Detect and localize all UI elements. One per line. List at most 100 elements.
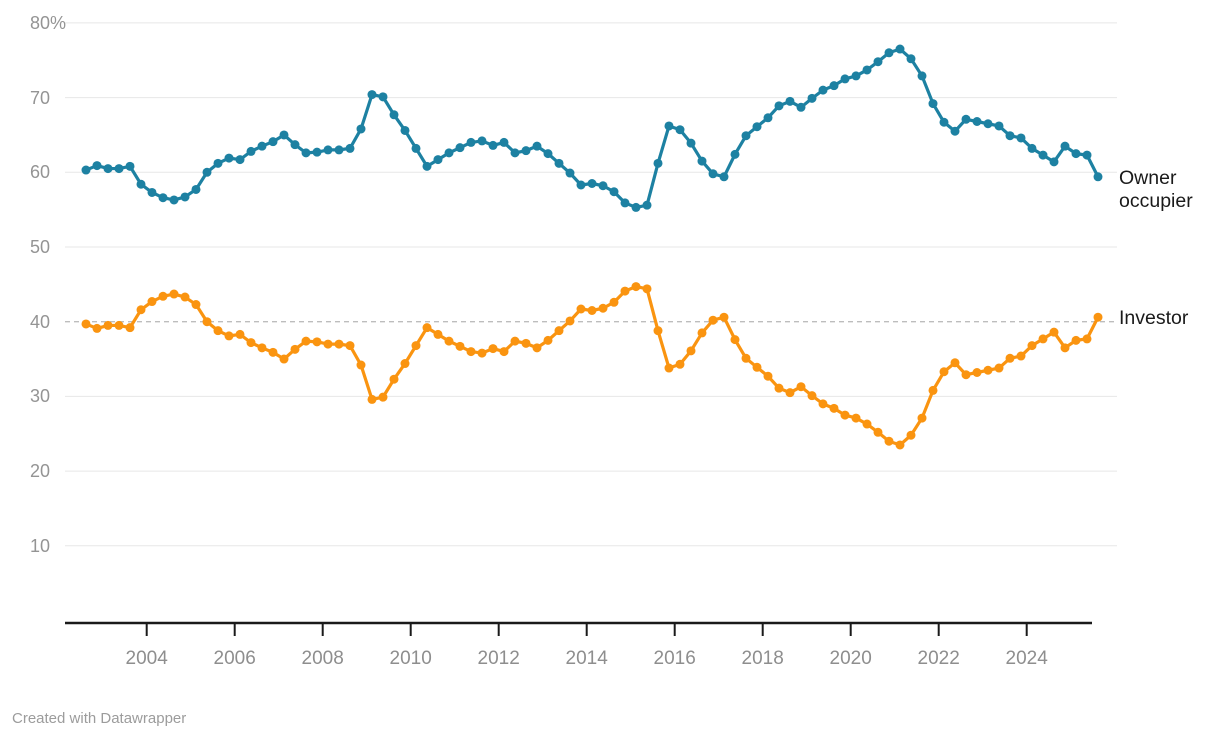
data-point (686, 346, 696, 356)
y-axis-label-10: 10 (0, 535, 50, 557)
data-point (246, 338, 256, 348)
data-point (334, 339, 344, 349)
y-axis-label-60: 60 (0, 161, 50, 183)
data-point (1093, 312, 1103, 322)
data-point (499, 347, 509, 357)
data-point (1005, 131, 1015, 141)
data-point (785, 388, 795, 398)
data-point (477, 136, 487, 146)
data-point (708, 315, 718, 325)
data-point (873, 57, 883, 67)
data-point (664, 363, 674, 373)
y-axis-label-80%: 80% (0, 12, 66, 34)
data-point (939, 117, 949, 127)
data-point (81, 165, 91, 175)
y-axis-label-suffix: % (50, 12, 67, 33)
data-point (664, 121, 674, 131)
data-point (455, 143, 465, 153)
data-point (521, 146, 531, 156)
datawrapper-credit-link[interactable]: Created with Datawrapper (12, 710, 187, 727)
y-axis-label-number: 10 (29, 535, 50, 556)
data-point (1071, 149, 1081, 159)
data-point (268, 347, 278, 357)
data-point (631, 282, 641, 292)
data-point (510, 148, 520, 158)
data-point (433, 329, 443, 339)
data-point (884, 48, 894, 58)
data-point (191, 300, 201, 310)
data-point (1005, 353, 1015, 363)
data-point (697, 156, 707, 166)
y-axis-label-number: 50 (29, 237, 50, 257)
data-point (730, 149, 740, 159)
data-point (543, 335, 553, 345)
data-point (1038, 334, 1048, 344)
data-point (1027, 143, 1037, 153)
data-point (818, 399, 828, 409)
data-point (972, 367, 982, 377)
data-point (389, 374, 399, 384)
data-point (301, 336, 311, 346)
data-point (411, 143, 421, 153)
data-point (631, 202, 641, 212)
data-point (796, 382, 806, 392)
data-point (983, 365, 993, 375)
data-point (697, 328, 707, 338)
data-point (378, 92, 388, 102)
data-point (906, 430, 916, 440)
data-point (763, 371, 773, 381)
data-point (521, 338, 531, 348)
data-point (1049, 327, 1059, 337)
data-point (1016, 133, 1026, 143)
data-point (345, 341, 355, 351)
data-point (653, 158, 663, 168)
data-point (147, 187, 157, 197)
data-point (367, 90, 377, 100)
data-point (554, 158, 564, 168)
x-axis-label-2008: 2008 (301, 648, 344, 669)
data-point (884, 436, 894, 446)
data-point (125, 161, 135, 171)
y-axis-label-40: 40 (0, 311, 50, 333)
data-point (356, 124, 366, 134)
data-point (290, 344, 300, 354)
data-point (950, 126, 960, 136)
data-point (125, 323, 135, 333)
y-axis-label-number: 30 (29, 386, 50, 407)
data-point (851, 413, 861, 423)
data-point (939, 367, 949, 377)
data-point (620, 286, 630, 296)
data-point (191, 184, 201, 194)
data-point (642, 284, 652, 294)
data-point (92, 323, 102, 333)
data-point (499, 137, 509, 147)
data-point (268, 137, 278, 147)
data-point (565, 168, 575, 178)
data-point (114, 164, 124, 174)
data-point (719, 312, 729, 322)
y-axis-label-30: 30 (0, 385, 50, 407)
data-point (389, 110, 399, 120)
data-point (587, 305, 597, 315)
data-point (565, 316, 575, 326)
data-point (928, 385, 938, 395)
data-point (1093, 172, 1103, 182)
x-axis-label-2004: 2004 (125, 648, 168, 669)
data-point (510, 336, 520, 346)
y-axis-label-number: 40 (29, 311, 50, 332)
data-point (994, 121, 1004, 131)
data-point (422, 323, 432, 333)
data-point (543, 149, 553, 159)
data-point (158, 291, 168, 301)
data-point (290, 140, 300, 150)
data-point (587, 179, 597, 189)
data-point (829, 81, 839, 91)
x-axis-label-2010: 2010 (389, 648, 432, 669)
data-point (455, 341, 465, 351)
data-point (950, 358, 960, 368)
data-point (961, 370, 971, 380)
data-point (213, 326, 223, 336)
x-axis-label-2018: 2018 (741, 648, 784, 669)
data-point (741, 353, 751, 363)
